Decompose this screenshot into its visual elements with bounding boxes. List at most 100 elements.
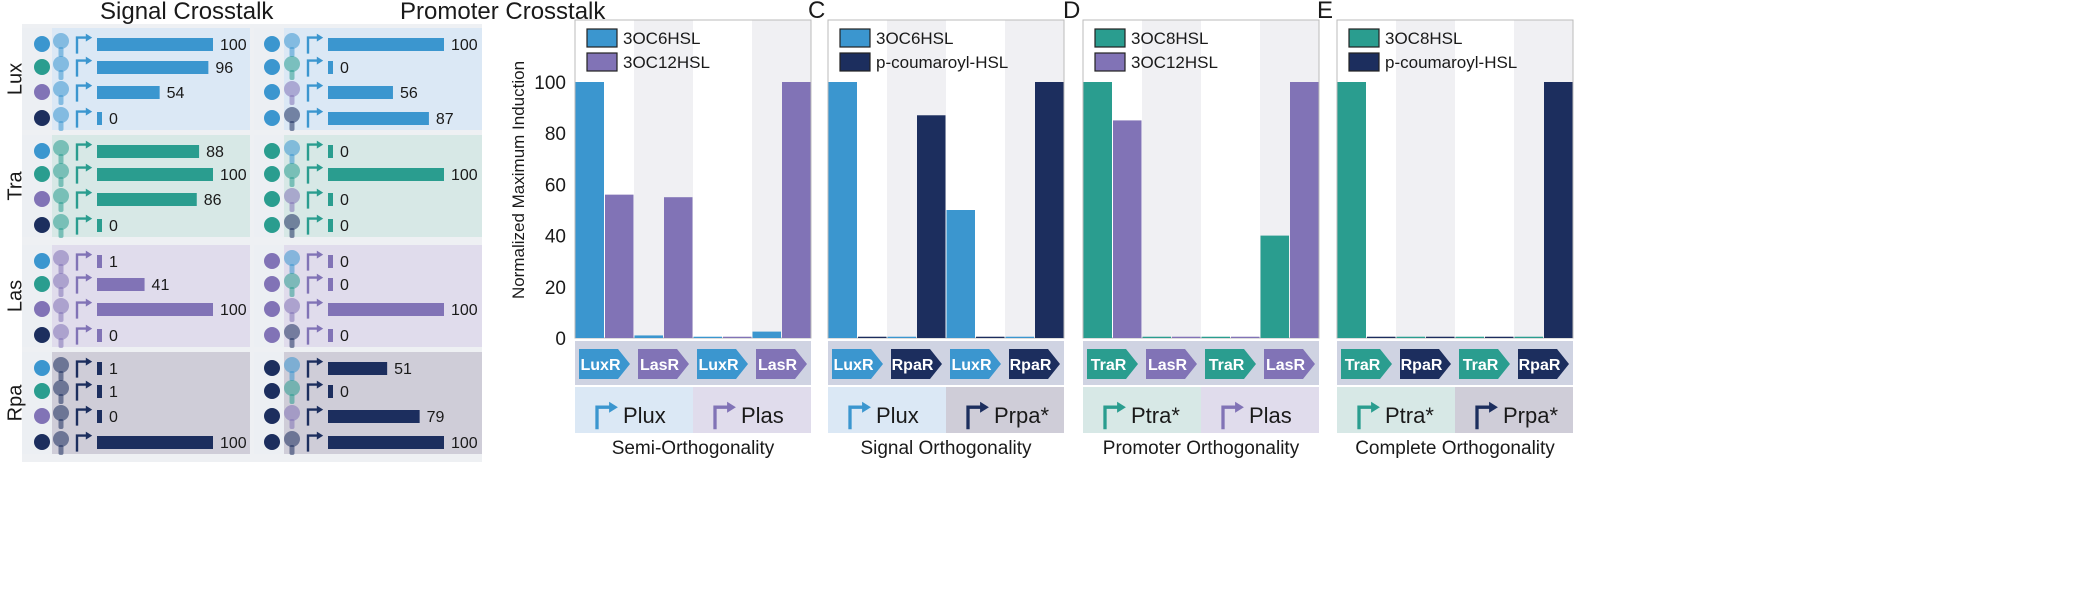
signal-receptor-rpa-1-stem [58, 394, 64, 404]
promoter-arrow-las-2-head [316, 298, 324, 307]
signal-receptor-tra-1-head [53, 163, 69, 179]
panel3-promoter-arrow-1-head [1489, 401, 1498, 413]
panel2-bg-2 [1201, 20, 1260, 338]
panel0-chevron-shape-0 [579, 349, 630, 379]
signal-receptor-tra-3-stem [58, 228, 64, 238]
signal-promoter-arrow-lux-1 [75, 59, 88, 77]
panel1-promoter-arrow-0-head [862, 401, 871, 413]
panel0-receptor-chevron-0 [579, 349, 630, 379]
panel3-legend-swatch-0 [1348, 28, 1380, 48]
signal-receptor-lux-3-head [53, 107, 69, 123]
promoter-receptor-lux-0-stem [289, 47, 295, 57]
panel-letter-d: D [1063, 0, 1080, 24]
signal-promoter-arrow-las-3-head [85, 324, 93, 333]
promoter-value-las-2: 100 [451, 302, 478, 319]
promoter-receptor-rpa-0-head [284, 357, 300, 373]
signal-receptor-lux-1 [53, 56, 69, 80]
group-bg-signal-las [52, 245, 250, 347]
panel0-chevron-shape-3 [756, 349, 807, 379]
panel0-chevron-shape-2 [697, 349, 748, 379]
promoter-dot-las-0 [264, 253, 280, 269]
signal-dot-rpa-0 [34, 360, 50, 376]
panel1-bar-s1-c3 [1035, 82, 1064, 338]
signal-receptor-lux-1-head [53, 56, 69, 72]
panel3-legend-swatch-1 [1348, 52, 1380, 72]
panel1-promoter-bg-0 [828, 387, 946, 433]
promoter-bar-tra-0 [328, 145, 333, 158]
signal-receptor-rpa-0 [53, 357, 69, 381]
promoter-receptor-tra-1-stem [289, 177, 295, 187]
panel0-legend-swatch-1 [586, 52, 618, 72]
signal-promoter-arrow-las-0-head [85, 250, 93, 259]
signal-promoter-arrow-las-1-head [85, 273, 93, 282]
promoter-receptor-rpa-2-stem [289, 419, 295, 429]
promoter-dot-rpa-3 [264, 434, 280, 450]
panel2-promoter-label-1: Plas [1249, 403, 1292, 428]
panel3-receptor-chevron-0 [1341, 349, 1392, 379]
promoter-receptor-las-3-head [284, 324, 300, 340]
signal-bar-las-2 [97, 303, 213, 316]
signal-promoter-arrow-tra-0 [75, 143, 88, 161]
panel0-bar-s0-c2 [693, 336, 722, 338]
signal-promoter-arrow-tra-1 [75, 166, 88, 184]
promoter-arrow-lux-1-head [316, 56, 324, 65]
signal-bar-rpa-2 [97, 410, 102, 423]
signal-dot-tra-0 [34, 143, 50, 159]
promoter-arrow-rpa-0 [306, 360, 319, 378]
y-tick-0: 0 [555, 329, 566, 350]
promoter-receptor-tra-0-head [284, 140, 300, 156]
promoter-receptor-tra-3 [284, 214, 300, 238]
promoter-bar-tra-3 [328, 219, 333, 232]
promoter-receptor-rpa-2-head [284, 405, 300, 421]
promoter-dot-lux-3 [264, 110, 280, 126]
y-tick-100: 100 [534, 73, 566, 94]
promoter-arrow-lux-3-head [316, 107, 324, 116]
promoter-receptor-rpa-3-stem [289, 445, 295, 455]
signal-receptor-lux-2-stem [58, 95, 64, 105]
panel1-bar-s0-c0 [828, 82, 857, 338]
panel2-title: Promoter Orthogonality [1103, 438, 1300, 459]
group-label-lux: Lux [4, 63, 26, 95]
panel3-promoter-bg-1 [1455, 387, 1573, 433]
panel2-chevron-shape-1 [1146, 349, 1197, 379]
promoter-receptor-rpa-0 [284, 357, 300, 381]
panel0-legend-label-1: 3OC12HSL [623, 53, 710, 72]
promoter-bar-lux-2 [328, 86, 393, 99]
promoter-receptor-lux-3-stem [289, 121, 295, 131]
promoter-dot-rpa-1 [264, 383, 280, 399]
promoter-value-tra-1: 100 [451, 167, 478, 184]
signal-receptor-lux-0-head [53, 33, 69, 49]
signal-receptor-tra-0 [53, 140, 69, 164]
promoter-arrow-tra-3 [306, 217, 319, 235]
panel3-receptor-label-3: RpaR [1519, 357, 1561, 374]
y-axis-label: Normalized Maximum Induction [509, 61, 528, 299]
signal-promoter-arrow-rpa-3 [75, 434, 88, 452]
promoter-receptor-tra-2-stem [289, 202, 295, 212]
signal-bar-tra-2 [97, 193, 197, 206]
promoter-arrow-lux-0 [306, 36, 319, 54]
promoter-receptor-tra-0-stem [289, 154, 295, 164]
panel0-bar-s1-c2 [723, 336, 752, 338]
signal-dot-las-1 [34, 276, 50, 292]
panel3-chevron-shape-3 [1518, 349, 1569, 379]
promoter-receptor-rpa-3 [284, 431, 300, 455]
signal-dot-lux-0 [34, 36, 50, 52]
promoter-value-rpa-2: 79 [427, 409, 445, 426]
promoter-arrow-las-3 [306, 327, 319, 345]
promoter-bar-rpa-1 [328, 385, 333, 398]
promoter-receptor-tra-3-stem [289, 228, 295, 238]
signal-bar-lux-0 [97, 38, 213, 51]
panel0-legend-label-0: 3OC6HSL [623, 29, 700, 48]
signal-dot-rpa-1 [34, 383, 50, 399]
panel2-legend-swatch-1 [1094, 52, 1126, 72]
promoter-dot-lux-0 [264, 36, 280, 52]
promoter-receptor-lux-1-stem [289, 70, 295, 80]
signal-receptor-rpa-2 [53, 405, 69, 429]
signal-receptor-lux-1-stem [58, 70, 64, 80]
promoter-bar-las-1 [328, 278, 333, 291]
promoter-dot-rpa-0 [264, 360, 280, 376]
signal-promoter-arrow-tra-0-head [85, 140, 93, 149]
promoter-receptor-las-2-head [284, 298, 300, 314]
promoter-value-las-3: 0 [340, 328, 349, 345]
panel0-title: Semi-Orthogonality [612, 438, 775, 459]
